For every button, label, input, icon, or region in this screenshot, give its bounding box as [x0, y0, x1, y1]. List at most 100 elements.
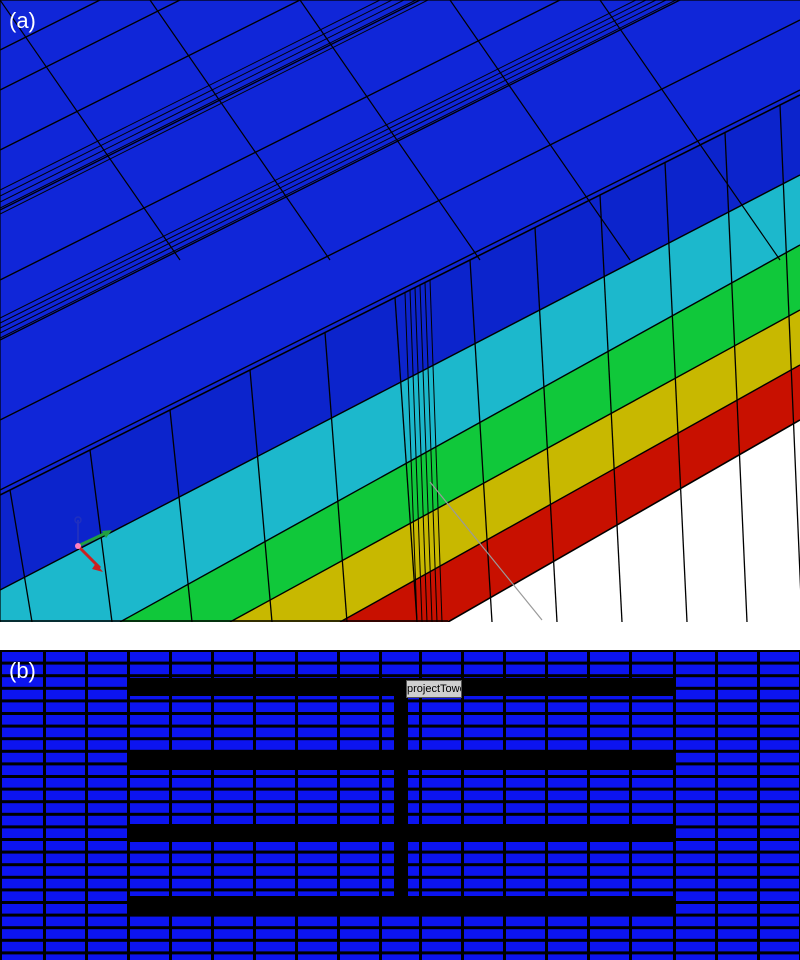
- plan-cell: [46, 941, 85, 952]
- plan-cell: [172, 866, 211, 876]
- plan-cell: [718, 815, 757, 826]
- top-face-dense-line: [0, 0, 638, 319]
- plan-cell: [718, 765, 757, 775]
- plan-cell: [340, 941, 379, 952]
- top-face-dense-line: [0, 0, 658, 329]
- plan-cell: [88, 891, 127, 901]
- side-face-dense-vertical-line: [429, 279, 443, 622]
- plan-cell: [718, 954, 757, 960]
- plan-cell: [464, 664, 503, 675]
- plan-cell: [2, 765, 43, 775]
- plan-cell: [46, 866, 85, 876]
- plan-cell: [632, 916, 673, 927]
- plan-cell: [760, 652, 799, 662]
- plan-cell: [256, 765, 295, 775]
- plan-cell: [422, 664, 461, 675]
- plan-cell: [172, 878, 211, 889]
- plan-cell: [298, 765, 337, 775]
- plan-cell: [506, 815, 545, 826]
- plan-cell: [590, 778, 629, 788]
- plan-cell: [506, 790, 545, 801]
- plan-cell: [760, 866, 799, 876]
- plan-cell: [46, 677, 85, 687]
- plan-cell: [590, 929, 629, 939]
- panel-label-a: (a): [9, 8, 36, 33]
- plan-cell: [590, 702, 629, 712]
- top-face-dense-line: [0, 0, 668, 334]
- plan-cell: [676, 891, 715, 901]
- plan-cell: [46, 904, 85, 914]
- plan-cell: [214, 853, 253, 864]
- plan-cell: [2, 904, 43, 914]
- plan-cell: [298, 916, 337, 927]
- plan-cell: [506, 778, 545, 788]
- plan-cell: [256, 740, 295, 750]
- plan-cell: [172, 790, 211, 801]
- layer-edge-line: [339, 364, 800, 622]
- plan-cell: [130, 941, 169, 952]
- plan-cell: [590, 853, 629, 864]
- plan-cell: [718, 790, 757, 801]
- plan-cell: [422, 652, 461, 662]
- plan-cell: [88, 815, 127, 826]
- side-face-vertical-line: [394, 297, 418, 622]
- plan-cell: [676, 904, 715, 914]
- tower-label: projectTower: [406, 680, 462, 698]
- plan-cell: [676, 702, 715, 712]
- plan-cell: [256, 929, 295, 939]
- plan-cell: [464, 878, 503, 889]
- plan-cell: [130, 853, 169, 864]
- plan-cell: [214, 841, 253, 851]
- plan-cell: [88, 790, 127, 801]
- panel-label-b: (b): [9, 658, 36, 683]
- plan-cell: [590, 866, 629, 876]
- plan-cell: [760, 740, 799, 750]
- plan-cell: [632, 664, 673, 675]
- plan-cell: [464, 740, 503, 750]
- plan-cell: [422, 853, 461, 864]
- plan-cell: [340, 778, 379, 788]
- leader-line: [429, 481, 543, 621]
- plan-cell: [548, 841, 587, 851]
- plan-cell: [88, 941, 127, 952]
- plan-cell: [676, 878, 715, 889]
- plan-cell: [464, 954, 503, 960]
- plan-cell: [130, 740, 169, 750]
- plan-cell: [506, 702, 545, 712]
- side-face-dense-vertical-line: [414, 287, 428, 622]
- plan-cell: [464, 916, 503, 927]
- plan-cell: [2, 878, 43, 889]
- plan-cell: [2, 803, 43, 813]
- plan-cell: [88, 916, 127, 927]
- plan-cell: [676, 853, 715, 864]
- plan-cell: [214, 941, 253, 952]
- plan-cell: [718, 866, 757, 876]
- top-face-transverse-line: [299, 0, 481, 261]
- plan-cell: [88, 929, 127, 939]
- plan-cell: [760, 929, 799, 939]
- plan-cell: [172, 803, 211, 813]
- plan-cell: [676, 841, 715, 851]
- plan-cell: [2, 664, 43, 675]
- plan-cell: [2, 841, 43, 851]
- plan-cell: [422, 841, 461, 851]
- plan-cell: [340, 727, 379, 738]
- plan-cell: [256, 878, 295, 889]
- plan-cell: [46, 715, 85, 725]
- plan-cell: [214, 664, 253, 675]
- plan-cell: [760, 904, 799, 914]
- plan-cell: [718, 677, 757, 687]
- plan-cell: [760, 790, 799, 801]
- plan-cell: [718, 841, 757, 851]
- plan-cell: [172, 954, 211, 960]
- plan-cell: [130, 841, 169, 851]
- mesh-lines: [0, 0, 800, 622]
- plan-cell: [464, 765, 503, 775]
- plan-cell: [464, 929, 503, 939]
- plan-cell: [382, 916, 419, 927]
- plan-cell: [2, 752, 43, 763]
- plan-cell: [340, 664, 379, 675]
- plan-cell: [214, 765, 253, 775]
- plan-cell: [676, 778, 715, 788]
- plan-cell: [340, 841, 379, 851]
